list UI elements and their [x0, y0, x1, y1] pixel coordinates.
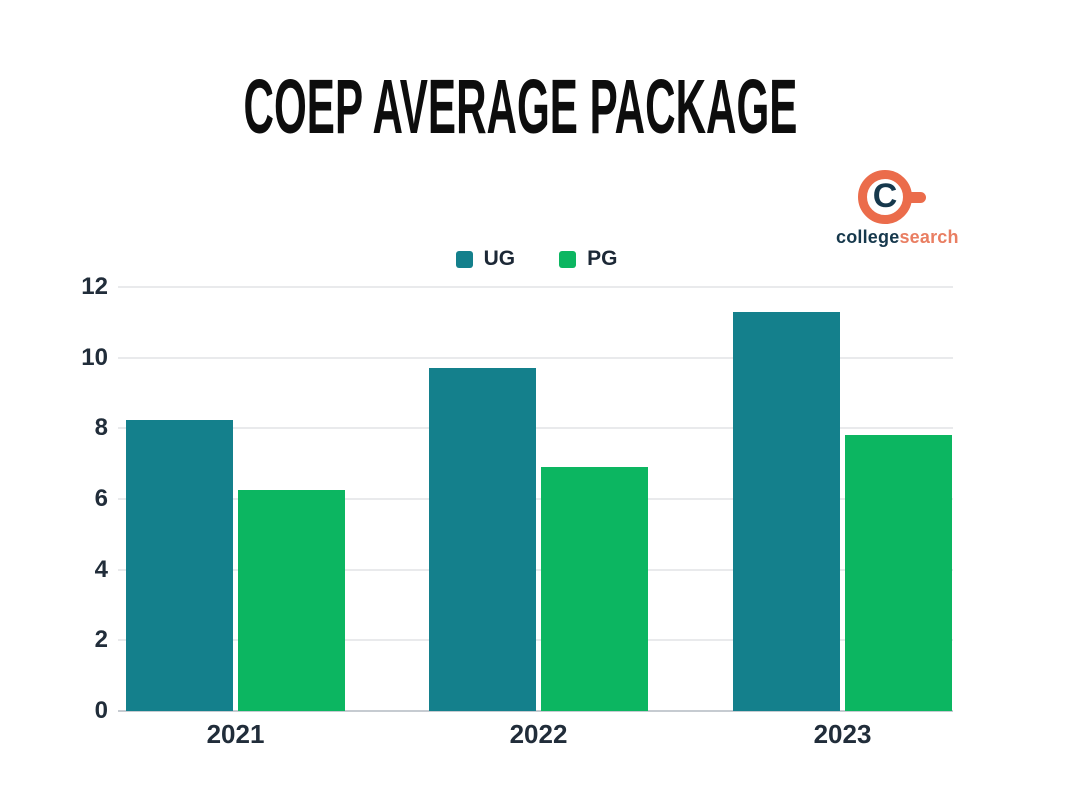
legend-swatch-ug: [455, 250, 473, 268]
y-tick-label-8: 8: [94, 414, 108, 442]
bar-group-2022: [429, 368, 648, 711]
x-tick-label-2021: 2021: [206, 719, 265, 749]
x-tick-label-2022: 2022: [509, 719, 568, 749]
bar-ug-2021: [126, 419, 233, 711]
bar-pg-2023: [845, 435, 952, 711]
x-axis-baseline: [118, 710, 953, 712]
logo-wordmark-search: search: [899, 227, 959, 247]
collegesearch-logo: C collegesearch: [836, 170, 966, 248]
legend-swatch-pg: [559, 250, 577, 268]
bar-pg-2021: [238, 490, 345, 711]
x-tick-label-2023: 2023: [813, 719, 872, 749]
y-tick-label-6: 6: [94, 485, 108, 512]
y-tick-label-10: 10: [81, 343, 108, 371]
x-axis: 2021 2022 2023: [118, 719, 953, 755]
gridline-y10: [118, 356, 953, 359]
gridline-y12: [118, 286, 953, 288]
y-tick-label-12: 12: [81, 273, 108, 300]
y-axis: 0 2 4 6 8 10 12: [0, 273, 108, 724]
legend-label-ug: UG: [483, 247, 516, 270]
legend-item-pg: PG: [559, 247, 617, 271]
bar-ug-2023: [733, 311, 840, 711]
logo-wordmark: collegesearch: [836, 227, 966, 248]
legend-item-ug: UG: [455, 247, 516, 271]
logo-wordmark-college: college: [836, 227, 900, 247]
bar-group-2023: [733, 311, 952, 711]
bar-group-2021: [126, 419, 345, 711]
page-title: COEP AVERAGE PACKAGE: [243, 63, 798, 150]
legend-label-pg: PG: [587, 247, 618, 270]
bar-ug-2022: [429, 368, 536, 711]
logo-monogram: C: [872, 177, 898, 215]
y-tick-label-4: 4: [94, 555, 108, 583]
logo-handle: [904, 192, 926, 203]
bar-pg-2022: [541, 467, 648, 711]
y-tick-label-2: 2: [94, 626, 108, 654]
magnifier-c-icon: C: [858, 170, 926, 224]
chart-legend: UG PG: [0, 247, 1073, 271]
y-tick-label-0: 0: [94, 697, 108, 724]
plot-area: [118, 286, 953, 712]
